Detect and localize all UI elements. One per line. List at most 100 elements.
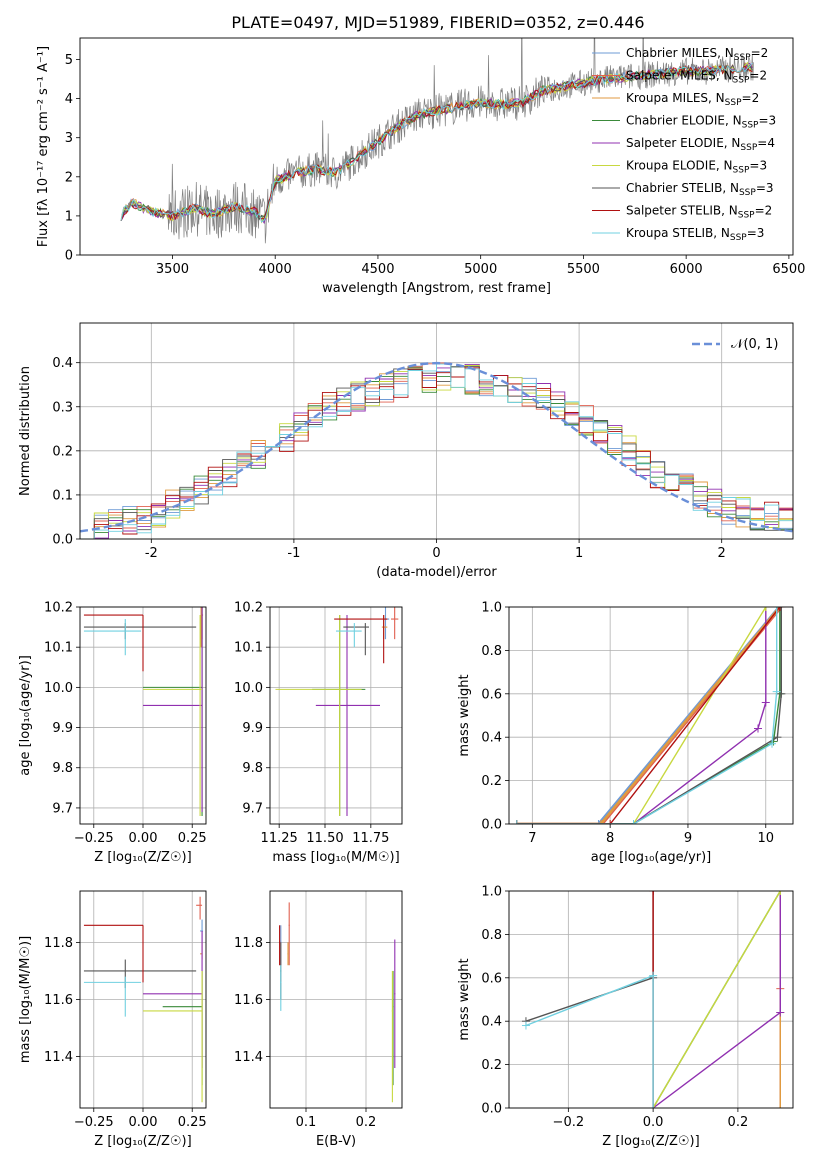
point-marker — [761, 607, 770, 611]
point-marker — [649, 971, 658, 980]
error-bar-point — [83, 976, 142, 1017]
x-tick-label: 0.00 — [129, 1115, 158, 1130]
x-tick-label: 11.25 — [261, 831, 298, 846]
y-tick-label: 9.7 — [242, 801, 263, 816]
chart-age-vs-Z: −0.25 0.00 0.25 9.7 9.8 9.9 10.0 10.1 10.2 Z [log… — [18, 601, 207, 866]
error-bar-point — [394, 939, 396, 1069]
y-tick-label: 11.4 — [234, 1050, 263, 1065]
y-tick-label: 0.3 — [52, 400, 73, 415]
x-tick-label: 0 — [432, 546, 440, 561]
plot-area — [512, 607, 786, 824]
x-tick-label: 5500 — [567, 262, 600, 277]
x-tick-label: 7 — [528, 831, 536, 846]
axes-frame — [79, 606, 207, 825]
y-tick-label: 0.0 — [481, 818, 502, 833]
chart-massweight-vs-age: 7 8 9 10 0.0 0.2 0.4 0.6 0.8 1.0 age [log₁₀(age/yr… — [457, 601, 794, 865]
x-tick-label: 0.25 — [178, 1115, 207, 1130]
x-tick-label: 4500 — [361, 262, 394, 277]
point-marker — [649, 891, 658, 895]
error-bar-point — [315, 615, 380, 816]
y-tick-label: 0 — [65, 249, 73, 264]
x-tick-label: 3500 — [156, 262, 189, 277]
error-bar-point — [391, 970, 393, 1103]
residual-legend: 𝒩(0, 1) — [692, 337, 778, 352]
legend-label: 𝒩(0, 1) — [731, 337, 778, 352]
y-tick-label: 0.2 — [481, 1058, 502, 1073]
plot-area — [80, 361, 793, 539]
legend-label: Kroupa STELIB, NSSP=3 — [626, 226, 764, 243]
point-marker — [777, 689, 786, 698]
y-tick-label: 4 — [65, 92, 73, 107]
x-axis-label: Z [log₁₀(Z/Z☉)] — [94, 1134, 191, 1149]
error-bar-point — [143, 607, 203, 812]
error-bar-point — [83, 614, 144, 672]
x-axis-label: Z [log₁₀(Z/Z☉)] — [94, 850, 191, 865]
x-tick-label: -2 — [145, 546, 158, 561]
x-tick-label: 2 — [718, 546, 726, 561]
y-axis-label: Normed distribution — [18, 366, 33, 496]
plot-area — [279, 902, 396, 1103]
legend-label: Chabrier STELIB, NSSP=3 — [626, 181, 774, 198]
y-axis-label: Flux [fλ 10⁻¹⁷ erg cm⁻² s⁻¹ A⁻¹] — [36, 46, 51, 247]
spectrum-legend: Chabrier MILES, NSSP=2 Salpeter MILES, NS… — [592, 46, 776, 243]
point-marker — [594, 820, 603, 824]
y-axis-label: mass weight — [457, 674, 472, 756]
y-tick-label: 0.8 — [481, 928, 502, 943]
y-tick-label: 1.0 — [481, 885, 502, 900]
x-axis-label: age [log₁₀(age/yr)] — [591, 850, 712, 865]
x-tick-label: 10 — [757, 831, 774, 846]
point-marker — [521, 1021, 530, 1030]
plot-area — [120, 38, 754, 244]
y-tick-label: 1.0 — [481, 601, 502, 616]
error-bar-point — [279, 925, 281, 966]
ticks: 0.1 0.2 11.4 11.6 11.8 — [234, 936, 376, 1130]
x-tick-label: 11.75 — [352, 831, 389, 846]
axes-frame — [269, 606, 403, 825]
grid-lines — [270, 891, 402, 1108]
model-spectrum-line — [120, 65, 753, 221]
plot-area — [521, 891, 785, 1108]
x-tick-label: 0.00 — [129, 831, 158, 846]
error-bar-point — [336, 623, 362, 648]
model-spectrum-line — [120, 63, 753, 223]
plot-area — [275, 607, 399, 816]
axes-frame — [269, 890, 403, 1109]
y-tick-label: 9.7 — [52, 801, 73, 816]
y-tick-label: 3 — [65, 131, 73, 146]
ticks: -2 -1 0 1 2 0.0 0.1 0.2 0.3 0.4 — [52, 356, 726, 561]
error-bar-point — [143, 615, 203, 816]
ticks: 7 8 9 10 0.0 0.2 0.4 0.6 0.8 1.0 — [481, 601, 774, 847]
y-tick-label: 11.8 — [44, 936, 73, 951]
x-tick-label: 6000 — [670, 262, 703, 277]
point-marker — [649, 1104, 658, 1108]
point-marker — [761, 698, 770, 707]
y-tick-label: 2 — [65, 170, 73, 185]
x-tick-label: 1 — [575, 546, 583, 561]
y-tick-label: 11.4 — [44, 1050, 73, 1065]
y-tick-label: 11.8 — [234, 936, 263, 951]
error-bar-point — [83, 619, 142, 656]
point-marker — [512, 820, 521, 824]
point-marker — [767, 739, 776, 748]
y-tick-label: 0.0 — [481, 1102, 502, 1117]
y-tick-label: 0.1 — [52, 488, 73, 503]
error-bar-point — [287, 942, 289, 966]
y-tick-label: 0.4 — [481, 1015, 502, 1030]
error-bar-point — [391, 607, 399, 640]
y-tick-label: 10.2 — [44, 601, 73, 616]
error-bar-point — [275, 615, 362, 816]
point-marker — [775, 607, 784, 611]
ticks: −0.25 0.00 0.25 9.7 9.8 9.9 10.0 10.1 10.2 — [44, 601, 207, 847]
point-marker — [596, 820, 605, 824]
normal-distribution-curve — [80, 361, 793, 533]
y-axis-label: mass weight — [457, 958, 472, 1040]
ticks: 3500 4000 4500 5000 5500 6000 6500 0 1 2 3 4 5 — [65, 53, 806, 277]
y-tick-label: 0.6 — [481, 687, 502, 702]
x-tick-label: 9 — [684, 831, 692, 846]
x-axis-label: mass [log₁₀(M/M☉)] — [272, 850, 399, 865]
error-bar-point — [280, 965, 282, 1011]
figure-title: PLATE=0497, MJD=51989, FIBERID=0352, z=0… — [231, 13, 644, 32]
y-tick-label: 0.2 — [52, 444, 73, 459]
x-tick-label: 8 — [606, 831, 614, 846]
ticks: 11.25 11.50 11.75 9.7 9.8 9.9 10.0 10.1 10.2 — [234, 601, 389, 847]
